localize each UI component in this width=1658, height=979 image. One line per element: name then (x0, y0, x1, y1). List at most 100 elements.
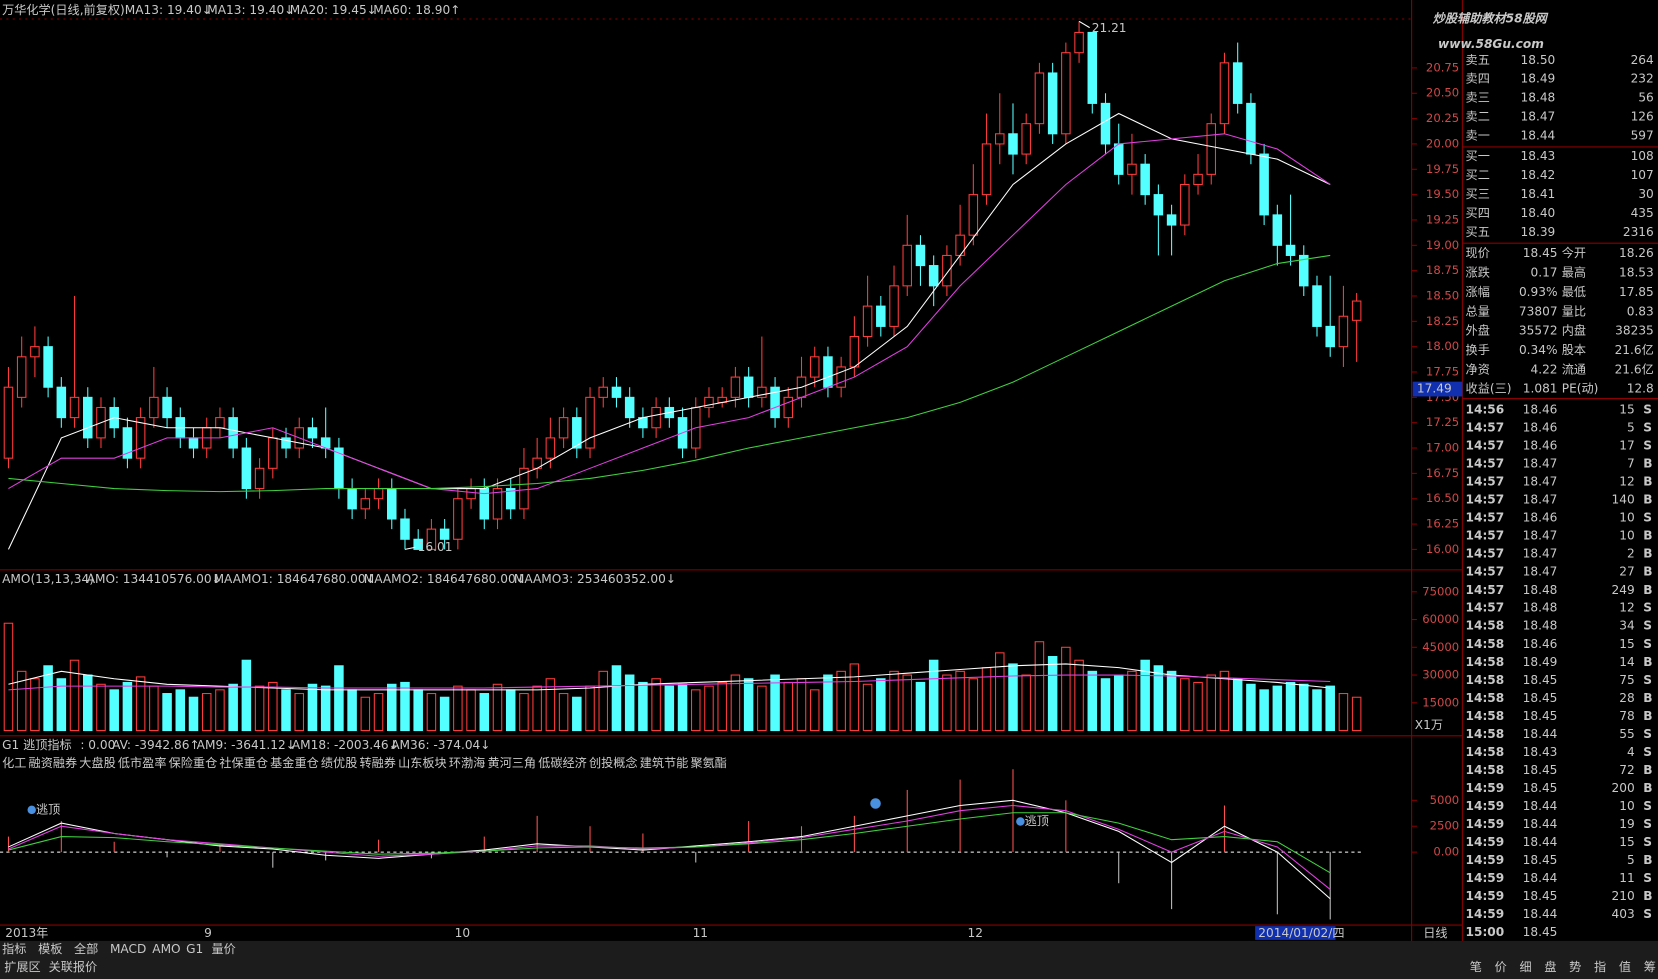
date-label: 9 (204, 926, 212, 940)
volume-bar (453, 685, 463, 732)
tick-side: B (1643, 475, 1652, 489)
tick-side: S (1643, 907, 1652, 921)
y-tick-label: 45000 (1422, 640, 1459, 654)
volume-bar (1140, 659, 1150, 732)
tick-side: B (1643, 529, 1652, 543)
candle-body (1087, 31, 1098, 104)
tick-price: 18.48 (1523, 601, 1558, 615)
candle-body (30, 346, 40, 358)
book-price: 18.50 (1521, 53, 1556, 67)
quote-label: 股本 (1562, 343, 1586, 357)
quote-label: 最低 (1562, 285, 1586, 299)
candle-body (1113, 143, 1124, 175)
tick-side: B (1643, 655, 1652, 669)
candle-body (56, 386, 67, 419)
tick-volume: 72 (1619, 763, 1634, 777)
tick-volume: 10 (1619, 511, 1634, 525)
book-price: 18.44 (1521, 128, 1556, 142)
candle-body (466, 488, 476, 500)
logo: 炒股辅助教材58股网 (1433, 12, 1549, 26)
price-box (1412, 381, 1463, 397)
quote-value: 18.53 (1619, 266, 1654, 280)
candle-body (1034, 72, 1045, 125)
tick-volume: 15 (1619, 637, 1634, 651)
candle-body (651, 406, 661, 429)
book-qty: 2316 (1623, 225, 1654, 239)
volume-bar (545, 678, 556, 732)
tick-time: 14:57 (1466, 547, 1505, 561)
candle-body (1127, 163, 1137, 175)
tick-volume: 75 (1619, 673, 1634, 687)
y-tick-label: 19.50 (1426, 187, 1459, 201)
g1-header: AV: -3942.86↑ (112, 738, 200, 752)
sector-tag: 聚氨酯 (690, 756, 726, 770)
tick-volume: 10 (1619, 799, 1634, 813)
candle-body (809, 356, 820, 378)
side-tab: 值 (1619, 959, 1631, 974)
volume-unit: X1万 (1415, 718, 1443, 732)
tick-volume: 7 (1627, 457, 1635, 471)
toolbar-bg (0, 940, 1658, 979)
tick-time: 14:57 (1466, 475, 1505, 489)
candle-body (505, 488, 516, 510)
candle-body (585, 396, 595, 449)
tick-price: 18.48 (1523, 583, 1558, 597)
volume-bar (651, 678, 661, 732)
tick-side: S (1643, 439, 1652, 453)
volume-bar (1047, 656, 1058, 732)
candle-body (1021, 123, 1031, 155)
candle-body (1153, 194, 1164, 216)
quote-label: 净资 (1466, 362, 1490, 376)
volume-bar (638, 681, 648, 732)
tick-time: 14:58 (1466, 619, 1505, 633)
volume-bar (1325, 685, 1335, 732)
candle-body (624, 396, 635, 419)
book-price: 18.48 (1521, 91, 1556, 105)
ma-line (8, 812, 1331, 874)
volume-bar (902, 674, 913, 732)
book-qty: 435 (1631, 206, 1654, 220)
book-label: 买五 (1466, 225, 1490, 239)
candle-body (730, 376, 741, 398)
side-tab: 筹 (1644, 960, 1656, 974)
sector-tag: 基金重仓 (270, 755, 319, 770)
candle-body (228, 417, 238, 449)
tick-price: 18.48 (1523, 619, 1558, 633)
toolbar-tab: 模板 (38, 942, 62, 956)
tick-price: 18.45 (1523, 763, 1558, 777)
candle-body (1100, 102, 1111, 145)
y-tick-label: 20.50 (1426, 86, 1459, 100)
tick-volume: 28 (1619, 691, 1634, 705)
volume-bar (334, 665, 344, 732)
quote-value: 0.34% (1519, 343, 1558, 357)
candle-body (1206, 123, 1217, 175)
tick-side: S (1643, 421, 1652, 435)
volume-bar (1061, 646, 1071, 732)
candle-body (188, 437, 199, 449)
tick-volume: 17 (1619, 439, 1634, 453)
volume-bar (149, 685, 159, 732)
y-tick-label: 18.50 (1426, 288, 1459, 302)
quote-label: 收益(三) (1466, 382, 1512, 396)
volume-bar (757, 685, 767, 732)
tick-time: 14:57 (1466, 565, 1505, 579)
marker-label: 逃顶 (1025, 814, 1049, 828)
volume-bar (704, 685, 714, 732)
candle-body (453, 498, 463, 540)
g1-header: AM36: -374.04↓ (391, 738, 490, 752)
candle-body (162, 396, 172, 419)
y-tick-label: 19.75 (1426, 162, 1459, 176)
volume-header: MAAMO2: 184647680.00↓ (364, 572, 526, 586)
y-tick-label: 18.25 (1426, 314, 1459, 328)
volume-bar (624, 674, 635, 732)
book-price: 18.40 (1521, 206, 1556, 220)
side-tab: 指 (1594, 959, 1606, 974)
volume-bar (294, 693, 305, 732)
candle-body (1008, 133, 1018, 155)
candle-body (122, 427, 133, 459)
sector-tag: 保险重仓 (169, 755, 218, 770)
candle-body (915, 244, 926, 267)
volume-bar (56, 678, 67, 732)
tick-volume: 5 (1627, 421, 1635, 435)
